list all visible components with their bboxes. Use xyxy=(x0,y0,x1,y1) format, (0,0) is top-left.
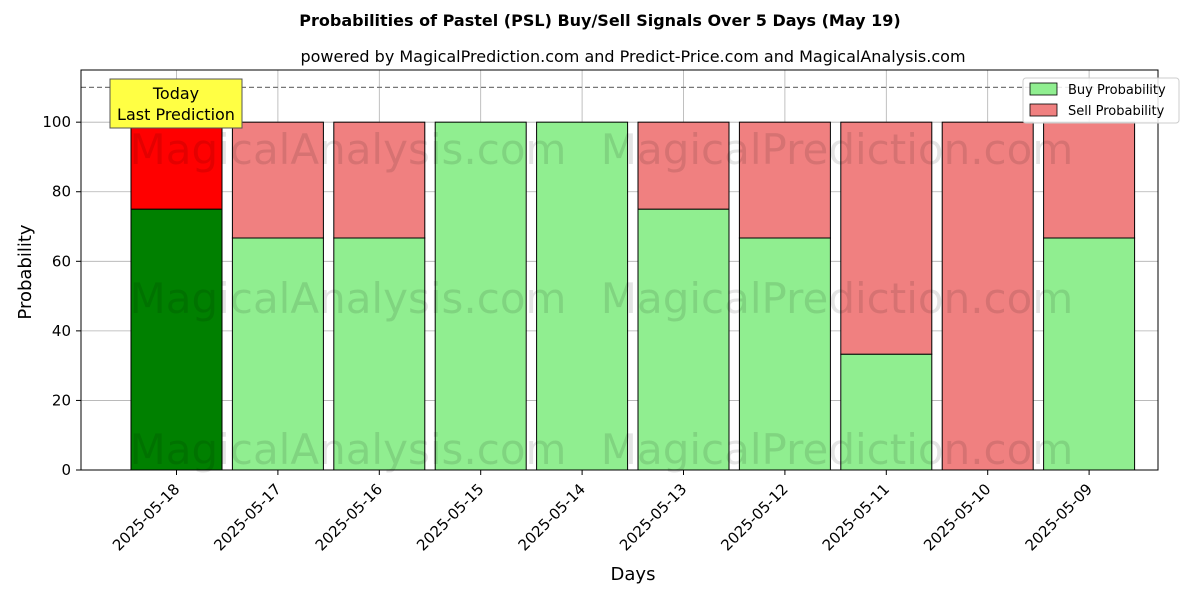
legend-sell-swatch xyxy=(1029,103,1058,117)
chart-title: Probabilities of Pastel (PSL) Buy/Sell S… xyxy=(299,11,900,30)
sell-bar xyxy=(840,121,933,355)
legend-sell-label: Sell Probability xyxy=(1068,104,1165,119)
sell-bar xyxy=(1043,121,1136,239)
x-tick-label: 2025-05-09 xyxy=(1022,480,1096,554)
last-prediction-label: Last Prediction xyxy=(117,105,235,124)
sell-bar xyxy=(738,121,831,239)
legend-frame xyxy=(1022,77,1180,124)
watermark-text: MagicalAnalysis.com xyxy=(130,274,567,323)
bars xyxy=(130,121,1136,471)
buy-bar xyxy=(738,237,831,471)
y-tick-label: 20 xyxy=(52,391,71,409)
plot-area xyxy=(80,69,1159,471)
sell-bar xyxy=(130,121,223,210)
watermark-text: MagicalAnalysis.com xyxy=(130,425,567,474)
x-tick-label: 2025-05-10 xyxy=(920,480,994,554)
watermarks: MagicalAnalysis.com MagicalPrediction.com… xyxy=(130,125,1074,474)
x-tick-label: 2025-05-18 xyxy=(109,480,183,554)
legend-buy-label: Buy Probability xyxy=(1068,83,1166,98)
watermark-text: MagicalPrediction.com xyxy=(601,274,1074,323)
x-tick-label: 2025-05-15 xyxy=(413,480,487,554)
x-tick-label: 2025-05-16 xyxy=(312,480,386,554)
y-tick-label: 100 xyxy=(42,113,71,131)
sell-bar xyxy=(333,121,426,239)
x-axis-label: Days xyxy=(611,564,656,585)
x-tick-label: 2025-05-12 xyxy=(717,480,791,554)
buy-bar xyxy=(130,208,223,471)
watermark-text: MagicalPrediction.com xyxy=(601,425,1074,474)
buy-bar xyxy=(333,237,426,471)
today-label: Today xyxy=(152,84,199,103)
x-tick-label: 2025-05-14 xyxy=(515,480,589,554)
today-annotation-box xyxy=(109,78,243,129)
y-tick-label: 0 xyxy=(61,461,71,479)
sell-bar xyxy=(941,121,1034,471)
x-tick-label: 2025-05-11 xyxy=(819,480,893,554)
buy-bar xyxy=(1043,237,1136,471)
watermark-text: MagicalPrediction.com xyxy=(601,125,1074,174)
x-tick-label: 2025-05-13 xyxy=(616,480,690,554)
sell-bar xyxy=(637,121,730,210)
sell-bar xyxy=(231,121,324,239)
y-tick-label: 60 xyxy=(52,252,71,270)
buy-bar xyxy=(637,208,730,471)
y-tick-label: 40 xyxy=(52,322,71,340)
y-axis-label: Probability xyxy=(15,224,36,319)
legend-buy-swatch xyxy=(1029,82,1058,96)
chart-subtitle: powered by MagicalPrediction.com and Pre… xyxy=(300,47,965,66)
today-annotation: Today Last Prediction xyxy=(109,78,243,129)
buy-bar xyxy=(840,353,933,471)
buy-bar xyxy=(434,121,527,471)
y-tick-label: 80 xyxy=(52,183,71,201)
x-tick-label: 2025-05-17 xyxy=(210,480,284,554)
legend: Buy Probability Sell Probability xyxy=(1022,77,1180,124)
watermark-text: MagicalAnalysis.com xyxy=(130,125,567,174)
